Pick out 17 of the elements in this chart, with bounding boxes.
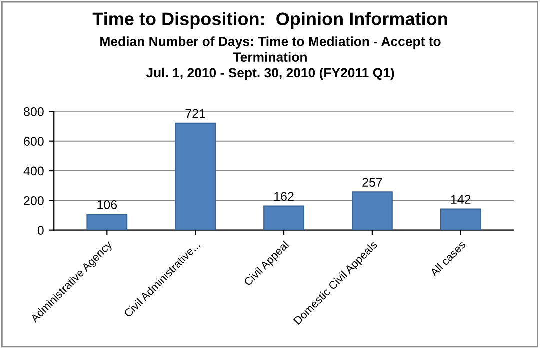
bar	[175, 122, 216, 230]
bar	[86, 214, 128, 230]
y-tick-label: 400	[24, 166, 44, 176]
data-label: 721	[186, 109, 206, 118]
data-label: 142	[451, 195, 471, 204]
bar	[440, 208, 482, 230]
chart-title: Time to Disposition: Opinion Information	[92, 12, 448, 30]
chart-subtitle: Median Number of Days: Time to Mediation - Accept to Termination Jul. 1, 2010 - Sept. 30, 2010 (FY2011 Q1)	[100, 36, 441, 80]
y-tick-label: 600	[24, 137, 44, 146]
bar	[352, 192, 393, 230]
data-label: 162	[274, 192, 294, 202]
y-tick-label: 200	[24, 196, 44, 206]
y-tick-label: 0	[38, 226, 44, 235]
data-label: 106	[98, 200, 118, 210]
data-label: 257	[362, 178, 382, 187]
bar	[264, 206, 304, 230]
y-tick-label: 800	[24, 107, 44, 116]
